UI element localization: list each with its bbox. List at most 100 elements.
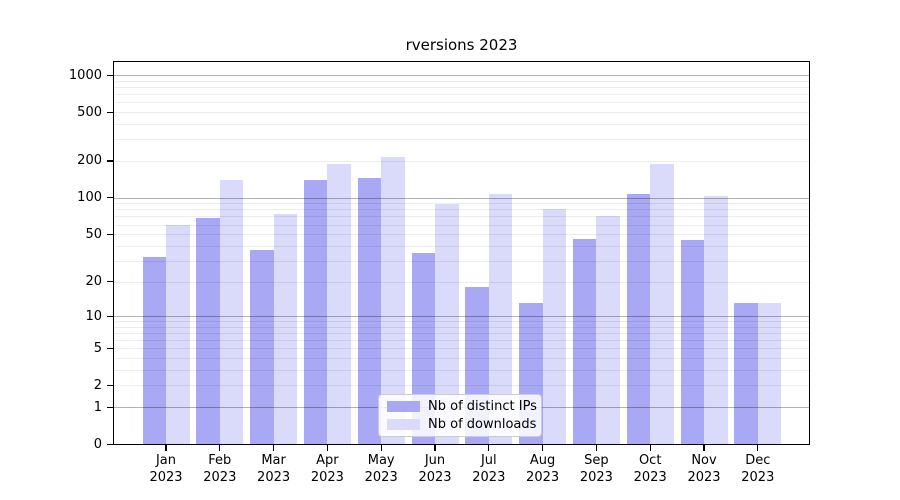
- bar-jan-distinct-ips: [142, 257, 166, 444]
- x-tick-mark: [219, 445, 221, 451]
- x-tick-label-nov: Nov 2023: [687, 453, 721, 485]
- gridline-minor: [114, 203, 809, 205]
- gridline-minor: [114, 124, 809, 125]
- x-tick-mark: [703, 445, 705, 451]
- gridline-minor: [114, 370, 809, 371]
- x-tick-mark: [595, 445, 598, 451]
- legend: Nb of distinct IPs Nb of downloads: [378, 394, 542, 437]
- y-tick-mark: [107, 315, 113, 317]
- gridline-minor: [114, 281, 809, 283]
- gridline-minor: [114, 333, 809, 334]
- x-tick-label-sep: Sep 2023: [579, 453, 613, 485]
- y-tick-label: 100: [77, 190, 102, 206]
- y-tick-label: 1: [93, 399, 102, 415]
- x-tick-mark: [649, 445, 651, 451]
- x-tick-mark: [165, 445, 167, 451]
- y-tick-mark: [107, 233, 113, 235]
- y-tick-label: 0: [93, 436, 102, 452]
- bar-nov-downloads: [704, 195, 728, 444]
- x-tick-mark: [380, 445, 382, 451]
- gridline-minor: [114, 245, 809, 247]
- y-tick-label: 500: [77, 104, 102, 120]
- x-tick-label-mar: Mar 2023: [257, 453, 291, 485]
- bar-oct-downloads: [650, 164, 674, 444]
- bar-aug-downloads: [542, 209, 567, 444]
- x-tick-mark: [273, 445, 275, 451]
- gridline-minor: [114, 139, 809, 141]
- gridline-minor: [114, 321, 809, 323]
- legend-item-distinct-ips: Nb of distinct IPs: [387, 399, 537, 414]
- bar-apr-downloads: [327, 163, 351, 444]
- bar-apr-distinct-ips: [303, 179, 328, 444]
- gridline-minor: [114, 224, 809, 226]
- y-tick-label: 50: [85, 226, 102, 242]
- legend-label-distinct-ips: Nb of distinct IPs: [428, 399, 537, 414]
- x-tick-mark: [326, 445, 329, 451]
- y-tick-mark: [107, 281, 113, 283]
- gridline-minor: [114, 209, 809, 211]
- bar-nov-distinct-ips: [680, 239, 704, 444]
- legend-swatch-distinct-ips: [387, 401, 420, 412]
- y-tick-mark: [107, 406, 113, 408]
- y-tick-label: 1000: [68, 67, 102, 83]
- y-tick-mark: [107, 160, 113, 162]
- legend-swatch-downloads: [387, 419, 420, 430]
- y-tick-mark: [107, 111, 113, 113]
- x-tick-label-may: May 2023: [364, 453, 398, 485]
- gridline-minor: [114, 80, 809, 82]
- bar-sep-distinct-ips: [572, 238, 597, 444]
- x-tick-mark: [757, 445, 759, 451]
- gridline-minor: [114, 326, 809, 328]
- gridline-minor: [114, 348, 809, 350]
- gridline-minor: [114, 234, 809, 236]
- gridline-major: [114, 75, 809, 77]
- x-tick-mark: [488, 445, 490, 451]
- gridline-minor: [114, 260, 809, 262]
- bar-dec-downloads: [757, 303, 782, 444]
- x-tick-label-aug: Aug 2023: [526, 453, 560, 485]
- bar-jul-downloads: [488, 193, 513, 444]
- gridline-minor: [114, 216, 809, 218]
- legend-label-downloads: Nb of downloads: [428, 417, 537, 432]
- gridline-minor: [114, 102, 809, 104]
- y-tick-label: 5: [93, 340, 102, 356]
- x-tick-label-jul: Jul 2023: [472, 453, 506, 485]
- y-tick-mark: [107, 347, 113, 350]
- bar-feb-downloads: [219, 179, 244, 444]
- gridline-minor: [114, 340, 809, 342]
- legend-item-downloads: Nb of downloads: [387, 417, 537, 432]
- gridline-major: [114, 316, 809, 317]
- y-tick-mark: [107, 74, 113, 76]
- bar-dec-distinct-ips: [734, 303, 758, 444]
- x-tick-mark: [542, 445, 544, 451]
- y-tick-mark: [107, 197, 113, 199]
- gridline-major: [114, 197, 809, 199]
- gridline-minor: [114, 160, 809, 162]
- y-tick-mark: [107, 384, 113, 387]
- bar-may-downloads: [381, 156, 405, 444]
- gridline-minor: [114, 87, 809, 89]
- gridline-minor: [114, 358, 809, 360]
- x-tick-label-dec: Dec 2023: [741, 453, 775, 485]
- bar-oct-distinct-ips: [626, 193, 651, 444]
- gridline-minor: [114, 385, 809, 387]
- y-tick-mark: [107, 443, 113, 445]
- bar-feb-distinct-ips: [196, 218, 220, 444]
- bar-jan-downloads: [166, 224, 190, 444]
- gridline-minor: [114, 94, 809, 96]
- x-tick-label-jan: Jan 2023: [149, 453, 183, 485]
- x-tick-mark: [434, 445, 436, 451]
- gridline-minor: [114, 112, 809, 114]
- bar-mar-distinct-ips: [250, 249, 274, 444]
- bar-may-distinct-ips: [357, 178, 382, 444]
- y-tick-label: 2: [93, 377, 102, 393]
- x-tick-label-jun: Jun 2023: [418, 453, 452, 485]
- bar-mar-downloads: [273, 213, 298, 444]
- bar-jun-downloads: [435, 204, 459, 444]
- x-tick-label-feb: Feb 2023: [203, 453, 237, 485]
- y-tick-label: 200: [77, 153, 102, 169]
- bar-sep-downloads: [596, 215, 620, 444]
- x-tick-label-apr: Apr 2023: [310, 453, 344, 485]
- x-tick-label-oct: Oct 2023: [633, 453, 667, 485]
